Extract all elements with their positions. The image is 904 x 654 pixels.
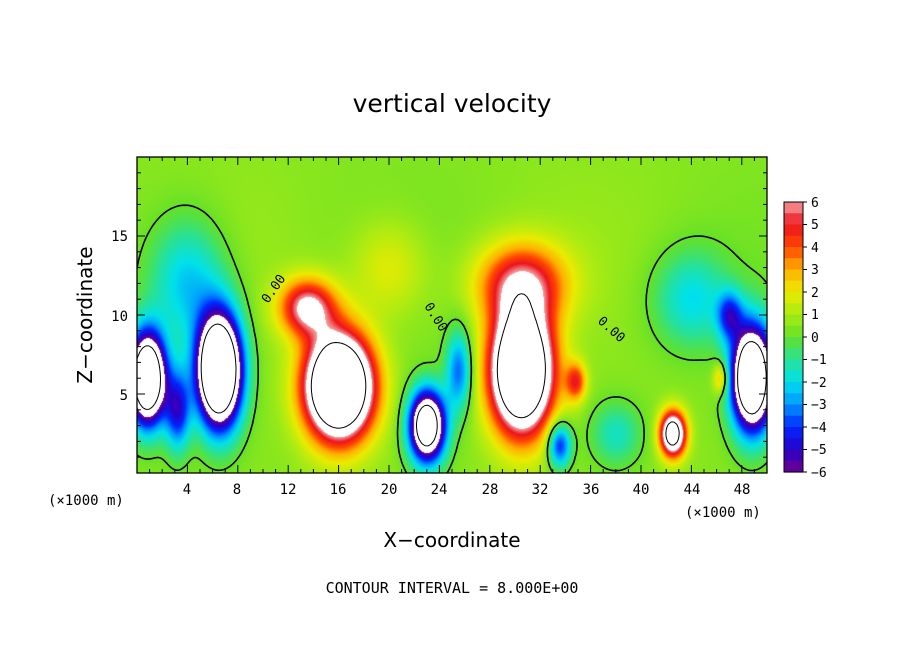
- contour-interval-note: CONTOUR INTERVAL = 8.000E+00: [326, 579, 579, 597]
- x-tick-label: 28: [482, 482, 499, 498]
- x-tick-label: 24: [431, 482, 448, 498]
- colorbar-label: 1: [811, 308, 819, 323]
- axis-ticks: [137, 157, 767, 473]
- colorbar-swatch: [784, 404, 803, 417]
- x-tick-labels: 4 8 12 16 20 24 28 32 36 40 44 48: [183, 482, 751, 498]
- contour-line: [137, 204, 767, 473]
- x-tick-label: 44: [684, 482, 701, 498]
- y-tick-label: 10: [111, 309, 128, 325]
- contour-line: [310, 293, 680, 446]
- colorbar-swatch: [784, 247, 803, 259]
- x-tick-label: 36: [583, 482, 600, 498]
- colorbar-label: −1: [811, 353, 827, 368]
- colorbar-swatch: [784, 393, 803, 406]
- x-tick-label: 20: [381, 482, 398, 498]
- y-axis-label: Z−coordinate: [73, 246, 97, 383]
- colorbar-label: −3: [811, 398, 827, 413]
- colorbar-label: 3: [811, 263, 819, 278]
- contour-lines: [137, 204, 767, 473]
- y-tick-labels: 5 10 15: [111, 229, 128, 404]
- contour-line: [137, 323, 767, 447]
- colorbar-label: 0: [811, 331, 819, 346]
- colorbar-label: −6: [811, 466, 827, 481]
- x-tick-label: 16: [330, 482, 347, 498]
- colorbar-swatch: [784, 269, 803, 282]
- colorbar-swatch: [784, 202, 803, 214]
- colorbar-swatch: [784, 438, 803, 451]
- colorbar-swatch: [784, 359, 803, 372]
- x-tick-label: 40: [633, 482, 650, 498]
- colorbar-swatch: [784, 415, 803, 428]
- plot-area: [137, 157, 767, 473]
- colorbar-label: −4: [811, 421, 827, 436]
- colorbar-swatch: [784, 280, 803, 293]
- colorbar-label: 5: [811, 218, 819, 233]
- colorbar-label: 4: [811, 241, 819, 256]
- colorbar-swatch: [784, 235, 803, 248]
- colorbar-label: −2: [811, 376, 827, 391]
- colorbar-swatch: [784, 258, 803, 271]
- x-tick-label: 8: [233, 482, 241, 498]
- chart-title: vertical velocity: [353, 89, 552, 118]
- colorbar: 6 5 4 3 2 1 0 −1 −2 −3 −4 −5 −6: [783, 196, 827, 481]
- colorbar-swatch: [784, 314, 803, 327]
- x-unit-left: (×1000 m): [48, 493, 124, 509]
- colorbar-swatch: [784, 325, 803, 338]
- colorbar-label: 6: [811, 196, 819, 211]
- colorbar-swatch: [784, 382, 803, 394]
- colorbar-swatch: [784, 348, 803, 361]
- x-tick-label: 48: [734, 482, 751, 498]
- x-tick-label: 4: [183, 482, 191, 498]
- colorbar-swatch: [784, 292, 803, 304]
- colorbar-swatch: [784, 337, 803, 349]
- y-tick-label: 5: [120, 388, 128, 404]
- colorbar-label: −5: [811, 443, 827, 458]
- colorbar-swatch: [784, 370, 803, 383]
- velocity-field: [137, 157, 767, 473]
- colorbar-swatch: [784, 303, 803, 316]
- x-unit-right: (×1000 m): [685, 505, 761, 521]
- colorbar-ticks: [803, 201, 807, 473]
- colorbar-swatch: [784, 427, 803, 439]
- colorbar-swatches: [784, 202, 803, 473]
- x-tick-label: 12: [280, 482, 297, 498]
- x-axis-label: X−coordinate: [383, 528, 520, 552]
- colorbar-labels: 6 5 4 3 2 1 0 −1 −2 −3 −4 −5 −6: [811, 196, 827, 481]
- colorbar-swatch: [784, 213, 803, 226]
- colorbar-swatch: [784, 224, 803, 237]
- colorbar-label: 2: [811, 286, 819, 301]
- x-tick-label: 32: [532, 482, 549, 498]
- colorbar-swatch: [784, 460, 803, 473]
- colorbar-swatch: [784, 449, 803, 462]
- y-tick-label: 15: [111, 229, 128, 245]
